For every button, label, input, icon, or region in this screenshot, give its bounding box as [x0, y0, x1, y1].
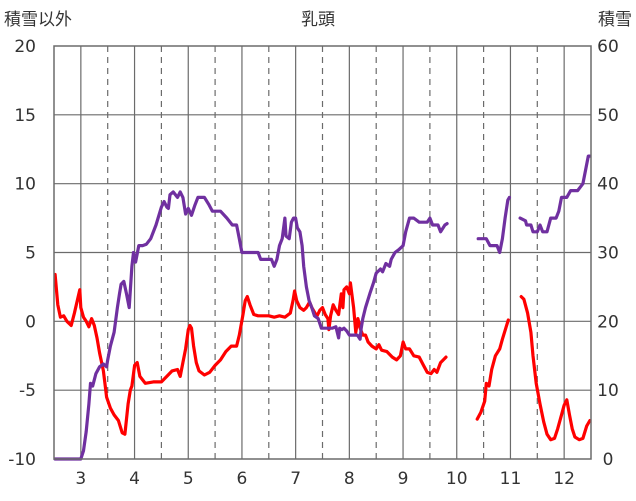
x-tick-label: 3	[75, 469, 86, 489]
chart-title: 乳頭	[301, 10, 335, 30]
y-tick-label-right: 30	[597, 244, 619, 264]
x-tick-label: 11	[500, 469, 522, 489]
y-tick-label-right: 50	[597, 106, 619, 126]
grid-layer	[54, 46, 591, 459]
y-tick-label-right: 20	[597, 312, 619, 332]
x-tick-label: 10	[446, 469, 468, 489]
x-tick-label: 8	[344, 469, 355, 489]
y-tick-label-right: 10	[597, 381, 619, 401]
x-tick-label: 9	[398, 469, 409, 489]
y-tick-label-left: 15	[14, 106, 36, 126]
y-tick-label-left: -5	[19, 381, 36, 401]
y-tick-label-right: 0	[603, 450, 614, 470]
series-line-1-segment-3	[519, 295, 592, 442]
y-tick-label-left: 0	[25, 312, 36, 332]
x-tick-label: 5	[183, 469, 194, 489]
x-tick-label: 6	[237, 469, 248, 489]
series-line-1-segment-1	[53, 272, 448, 436]
y-tick-label-left: 5	[25, 244, 36, 264]
left-axis-title: 積雪以外	[4, 10, 72, 30]
x-tick-label: 4	[129, 469, 140, 489]
x-tick-label: 12	[553, 469, 575, 489]
right-axis-title: 積雪	[598, 10, 632, 30]
series-line-1-segment-2	[475, 318, 510, 421]
y-tick-label-right: 60	[597, 37, 619, 57]
y-tick-label-left: 10	[14, 175, 36, 195]
series-line-2-segment-1	[53, 190, 449, 461]
series-line-2-segment-3	[518, 154, 592, 234]
y-tick-label-right: 40	[597, 175, 619, 195]
series-layer	[53, 154, 592, 461]
y-tick-label-left: 20	[14, 37, 36, 57]
series-line-2-segment-2	[476, 195, 511, 255]
x-tick-label: 7	[290, 469, 301, 489]
y-tick-label-left: -10	[8, 450, 36, 470]
plot-border	[53, 45, 592, 460]
